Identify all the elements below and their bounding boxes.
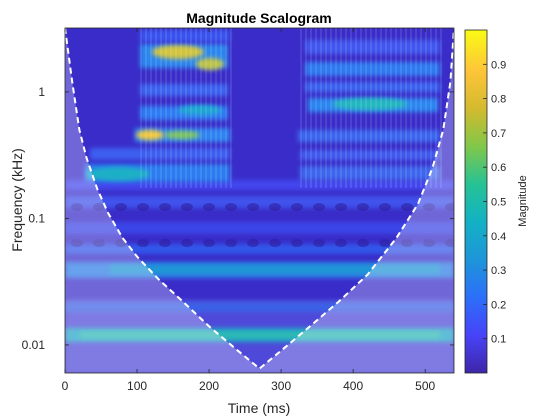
band-0p08khz (65, 222, 454, 234)
colorbar-tick-label: 0.6 (491, 162, 506, 174)
x-axis-label: Time (ms) (228, 400, 290, 416)
dot-row-0p06 (65, 238, 454, 256)
colorbar-tick-label: 0.8 (491, 94, 506, 106)
y-tick-label: 0.1 (28, 211, 45, 225)
x-tick-label: 200 (199, 379, 219, 393)
x-tick-label: 400 (343, 379, 363, 393)
colorbar-tick-label: 0.2 (491, 299, 506, 311)
colorbar-ticks: 0.1 0.2 0.3 0.4 0.5 0.6 0.7 0.8 0.9 (483, 59, 506, 346)
colorbar-tick-label: 0.5 (491, 197, 506, 209)
cone-of-influence-line (65, 28, 454, 370)
y-tick-label: 0.01 (22, 338, 46, 352)
spot-0p27khz (86, 167, 150, 181)
band-0p2khz (65, 180, 454, 190)
dot-row-0p11 (65, 200, 454, 218)
band-0p04khz-core (110, 265, 440, 274)
x-axis-ticks: 0 100 200 300 400 500 (62, 28, 436, 393)
band-0p012khz-core (80, 332, 440, 338)
x-tick-label: 0 (62, 379, 69, 393)
stripe-texture-left (140, 28, 232, 188)
colorbar-tick-label: 0.3 (491, 265, 506, 277)
colorbar: 0.1 0.2 0.3 0.4 0.5 0.6 0.7 0.8 0.9 Magnitude (464, 29, 529, 374)
colorbar-tick-label: 0.7 (491, 128, 506, 140)
x-tick-label: 100 (127, 379, 147, 393)
colorbar-tick-label: 0.4 (491, 231, 506, 243)
colorbar-tick-label: 0.9 (491, 59, 506, 71)
x-tick-label: 300 (271, 379, 291, 393)
y-axis-ticks: 0.01 0.1 1 (22, 85, 454, 352)
colorbar-label: Magnitude (517, 175, 529, 226)
plot-frame (64, 27, 455, 374)
y-tick-label: 1 (38, 85, 45, 99)
chart-title: Magnitude Scalogram (186, 10, 331, 26)
x-tick-label: 500 (415, 379, 435, 393)
scalogram-heatmap (65, 28, 454, 373)
band-0p02khz (65, 302, 454, 312)
colorbar-tick-label: 0.1 (491, 334, 506, 346)
stripe-texture-right (300, 28, 445, 188)
coi-shaded-region (65, 28, 454, 373)
y-axis-label: Frequency (kHz) (9, 148, 25, 251)
